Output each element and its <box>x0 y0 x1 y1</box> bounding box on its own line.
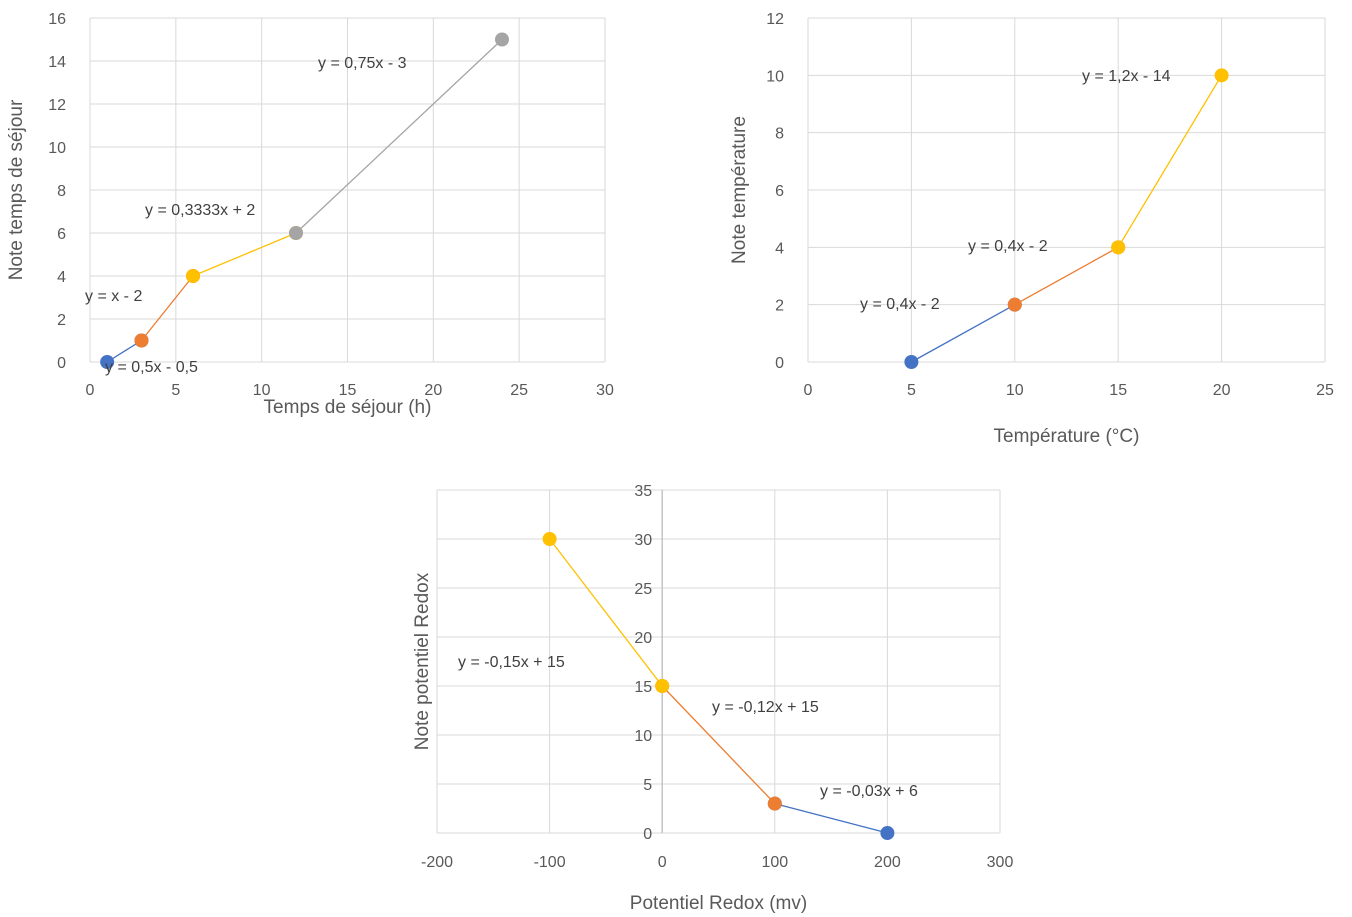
trendline-equation-label: y = 0,4x - 2 <box>860 296 940 313</box>
y-tick-label: 10 <box>48 140 66 157</box>
y-tick-label: 0 <box>775 355 784 372</box>
y-tick-label: 35 <box>634 483 652 500</box>
series-orange-point <box>134 333 149 348</box>
series-blue-point <box>880 826 895 840</box>
x-tick-label: 15 <box>339 382 357 399</box>
y-tick-label: 2 <box>775 298 784 315</box>
series-blue-line <box>911 304 1016 363</box>
series-orange-line <box>661 685 776 805</box>
y-tick-label: 10 <box>634 728 652 745</box>
y-tick-label: 15 <box>634 679 652 696</box>
trendline-equation-label: y = 0,5x - 0,5 <box>105 359 198 376</box>
series-yellow-point <box>655 679 670 693</box>
x-tick-label: 25 <box>1316 382 1334 399</box>
x-axis-title: Potentiel Redox (mv) <box>630 893 807 914</box>
y-tick-label: 0 <box>643 826 652 843</box>
trendline-equation-label: y = -0,15x + 15 <box>458 654 565 671</box>
y-tick-label: 6 <box>775 183 784 200</box>
x-tick-label: 30 <box>596 382 614 399</box>
series-orange-point <box>1007 297 1022 312</box>
x-tick-label: 20 <box>1213 382 1231 399</box>
trendline-equation-label: y = x - 2 <box>85 288 142 305</box>
trendline-equation-label: y = 0,4x - 2 <box>968 238 1048 255</box>
y-tick-label: 25 <box>634 581 652 598</box>
y-tick-label: 30 <box>634 532 652 549</box>
y-tick-label: 10 <box>766 68 784 85</box>
x-axis-title: Temps de séjour (h) <box>264 397 432 418</box>
x-tick-label: 10 <box>253 382 271 399</box>
chart-1: 0 5 10 15 20 25 30 0 2 4 6 8 10 12 14 16 Temps de séjour… <box>6 11 614 418</box>
y-tick-label: 8 <box>57 183 66 200</box>
trendline-equation-label: y = -0,03x + 6 <box>820 783 918 800</box>
y-tick-label: 16 <box>48 11 66 28</box>
series-blue-point <box>904 355 919 369</box>
x-tick-label: 300 <box>987 854 1014 871</box>
trendline-equation-label: y = 0,75x - 3 <box>318 55 407 72</box>
y-axis-title: Note potentiel Redox <box>412 572 433 750</box>
x-tick-label: 0 <box>658 854 667 871</box>
y-tick-label: 12 <box>48 97 66 114</box>
series-yellow-point <box>1214 68 1229 83</box>
series-gray-point <box>495 32 509 47</box>
series-yellow-line <box>192 232 297 277</box>
x-tick-label: 0 <box>86 382 95 399</box>
x-tick-label: -200 <box>421 854 453 871</box>
x-tick-label: 100 <box>761 854 788 871</box>
chart-2: 0 5 10 15 20 25 0 2 4 6 8 10 12 Température (°C) Note … <box>729 11 1334 447</box>
series-yellow-point <box>542 532 557 546</box>
series-orange-line <box>1014 246 1119 306</box>
y-tick-label: 6 <box>57 226 66 243</box>
y-tick-label: 14 <box>48 54 66 71</box>
x-axis-title: Température (°C) <box>994 426 1140 447</box>
series-gray-line <box>295 39 503 234</box>
x-tick-label: 10 <box>1006 382 1024 399</box>
trendline-equation-label: y = 0,3333x + 2 <box>145 202 255 219</box>
x-tick-label: 0 <box>804 382 813 399</box>
y-tick-label: 12 <box>766 11 784 28</box>
x-tick-label: 20 <box>424 382 442 399</box>
chart-3: -200 -100 0 100 200 300 0 5 10 15 20 25 30 35 Potentie… <box>412 483 1013 914</box>
series-blue-line <box>774 802 888 834</box>
y-axis-title: Note température <box>729 116 750 264</box>
y-tick-label: 2 <box>57 312 66 329</box>
series-yellow-line <box>1117 74 1223 248</box>
y-tick-label: 4 <box>57 269 66 286</box>
y-tick-label: 0 <box>57 355 66 372</box>
x-tick-label: 5 <box>907 382 916 399</box>
y-tick-label: 20 <box>634 630 652 647</box>
y-tick-label: 8 <box>775 126 784 143</box>
x-tick-label: 15 <box>1109 382 1127 399</box>
series-yellow-point <box>1111 240 1126 255</box>
trendline-equation-label: y = 1,2x - 14 <box>1082 68 1171 85</box>
x-tick-label: 25 <box>510 382 528 399</box>
series-blue-point <box>100 355 115 369</box>
x-tick-label: -100 <box>534 854 566 871</box>
x-tick-label: 200 <box>874 854 901 871</box>
series-orange-point <box>767 796 782 811</box>
series-yellow-line <box>549 538 663 687</box>
trendline-equation-label: y = -0,12x + 15 <box>712 699 819 716</box>
series-orange-line <box>140 275 194 341</box>
series-yellow-point <box>186 269 200 283</box>
y-tick-label: 5 <box>643 777 652 794</box>
y-tick-label: 4 <box>775 240 784 257</box>
y-axis-title: Note temps de séjour <box>6 99 27 280</box>
series-gray-point <box>289 226 303 240</box>
x-tick-label: 5 <box>171 382 180 399</box>
